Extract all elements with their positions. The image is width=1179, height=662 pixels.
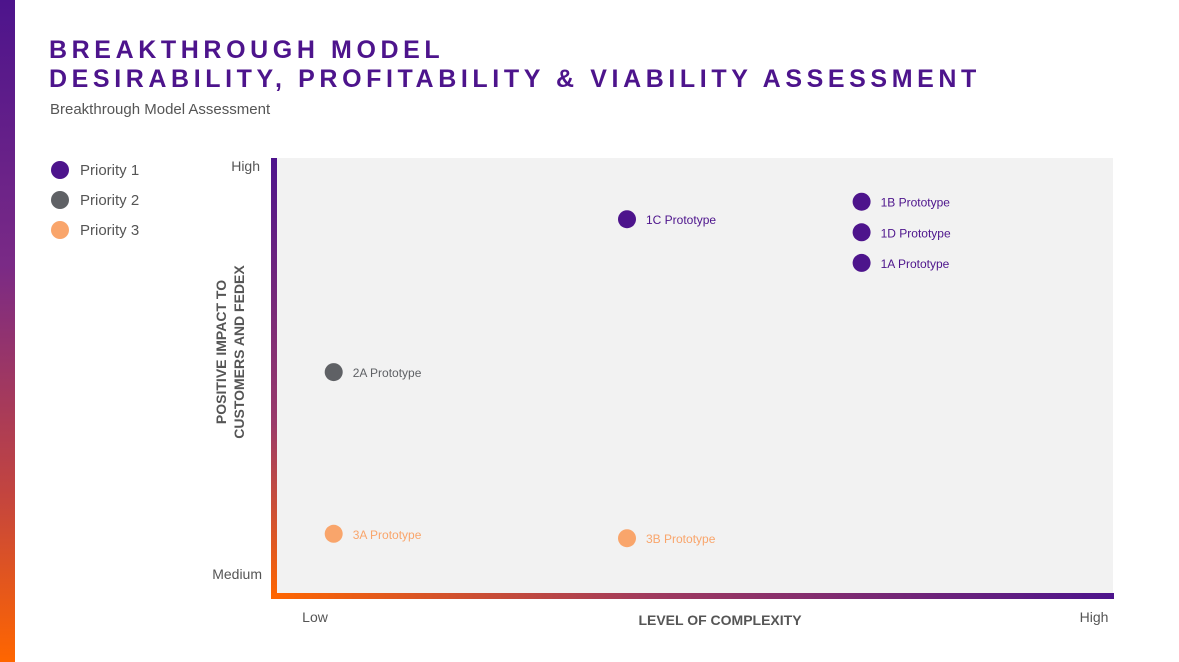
legend-marker-priority-3 [51,221,69,239]
legend-label: Priority 3 [80,221,140,239]
y-tick-label-medium: Medium [212,566,262,582]
x-axis-title: LEVEL OF COMPLEXITY [638,612,802,628]
data-label-3b: 3B Prototype [646,532,716,546]
data-label-3a: 3A Prototype [353,528,422,542]
data-point-3b [618,529,636,548]
data-point-3a [324,524,343,543]
data-points: 1B Prototype 1C Prototype 1D Prototype 1A P… [324,192,951,548]
legend-marker-priority-2 [51,191,69,209]
data-label-1c: 1C Prototype [646,213,716,227]
title-line-2: DESIRABILITY, PROFITABILITY & VIABILITY … [49,65,981,93]
legend-label: Priority 1 [80,161,140,179]
data-point-1c [618,210,636,229]
data-label-1d: 1D Prototype [881,226,951,240]
data-label-1b: 1B Prototype [881,196,951,210]
y-axis-title: POSITIVE IMPACT TO CUSTOMERS AND FEDEX [213,265,247,439]
title-line-1: BREAKTHROUGH MODEL [49,36,445,64]
data-point-1b [852,192,871,211]
y-axis-title-line-2: CUSTOMERS AND FEDEX [231,265,247,439]
legend-marker-priority-1 [51,161,69,179]
data-label-2a: 2A Prototype [353,366,422,380]
page-subtitle: Breakthrough Model Assessment [50,101,271,118]
x-axis-line [271,593,1114,599]
plot-area [275,158,1113,598]
data-point-1a [852,253,871,272]
y-axis-title-line-1: POSITIVE IMPACT TO [213,280,229,424]
legend-label: Priority 2 [80,191,140,209]
legend-item-priority-2: Priority 2 [51,185,139,215]
data-point-1d [852,223,871,242]
data-label-1a: 1A Prototype [881,257,950,271]
accent-gradient-bar [0,0,15,662]
x-tick-label-low: Low [302,609,329,625]
page-title: BREAKTHROUGH MODEL DESIRABILITY, PROFITA… [49,36,981,94]
y-tick-label-high: High [231,158,260,174]
y-axis-line [271,158,277,599]
legend-item-priority-1: Priority 1 [51,155,139,185]
x-tick-label-high: High [1080,609,1109,625]
legend: Priority 1 Priority 2 Priority 3 [51,155,139,245]
legend-item-priority-3: Priority 3 [51,215,139,245]
data-point-2a [324,363,343,382]
